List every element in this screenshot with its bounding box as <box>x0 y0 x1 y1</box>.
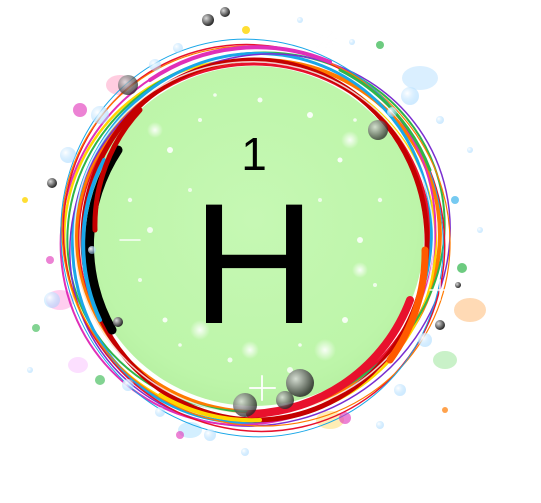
disc-sparkles <box>127 93 383 373</box>
atomic-number: 1 <box>241 128 267 180</box>
ring-bubbles <box>22 7 483 456</box>
splash-blobs <box>46 66 486 438</box>
light-flares <box>119 54 451 401</box>
element-symbol: H <box>191 168 317 360</box>
